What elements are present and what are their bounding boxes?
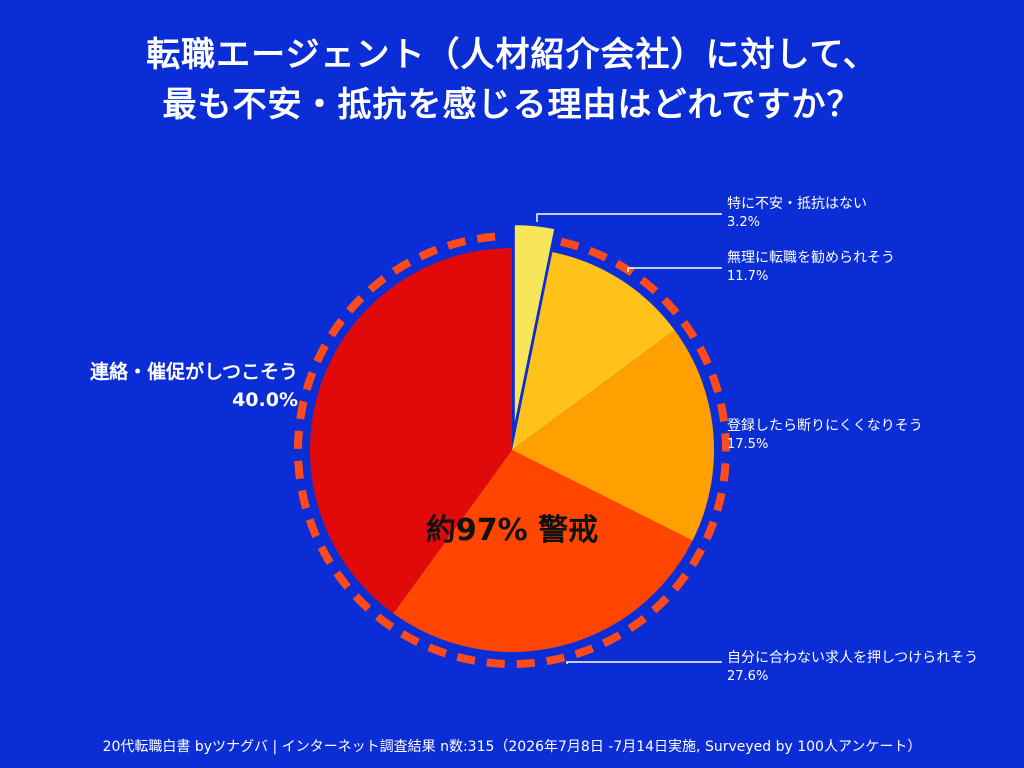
center-annotation: 約97% 警戒 <box>426 513 598 548</box>
pie-slice-2 <box>512 330 714 541</box>
pie-slice-1 <box>512 252 675 450</box>
slice-value-label-1: 11.7% <box>727 269 768 284</box>
pie-slice-4 <box>309 248 512 614</box>
slice-label-0: 特に不安・抵抗はない <box>727 196 867 212</box>
slice-label-4: 連絡・催促がしつこそう <box>90 360 298 383</box>
chart-title: 転職エージェント（人材紹介会社）に対して、 最も不安・抵抗を感じる理由はどれです… <box>0 30 1024 130</box>
chart-title-line-1: 転職エージェント（人材紹介会社）に対して、 <box>146 35 878 75</box>
slice-value-label-4: 40.0% <box>232 389 298 411</box>
slice-value-label-2: 17.5% <box>727 437 768 452</box>
slice-value-label-3: 27.6% <box>727 669 768 684</box>
pie-slice-3 <box>393 450 693 652</box>
leader-line-0 <box>536 213 722 222</box>
slice-label-2: 登録したら断りにくくなりそう <box>727 418 923 434</box>
chart-title-line-2: 最も不安・抵抗を感じる理由はどれですか？ <box>162 85 862 125</box>
slice-label-1: 無理に転職を勧められそう <box>727 249 895 266</box>
pie-slice-0 <box>512 223 557 433</box>
leader-line-3 <box>566 661 722 664</box>
leader-line-1 <box>627 267 722 272</box>
slice-label-3: 自分に合わない求人を押しつけられそう <box>727 650 978 666</box>
highlight-dashed-ring <box>294 232 730 668</box>
footer-source-note: 20代転職白書 byツナグバ | インターネット調査結果 n数:315（2026… <box>102 739 922 755</box>
slice-value-label-0: 3.2% <box>727 215 760 230</box>
